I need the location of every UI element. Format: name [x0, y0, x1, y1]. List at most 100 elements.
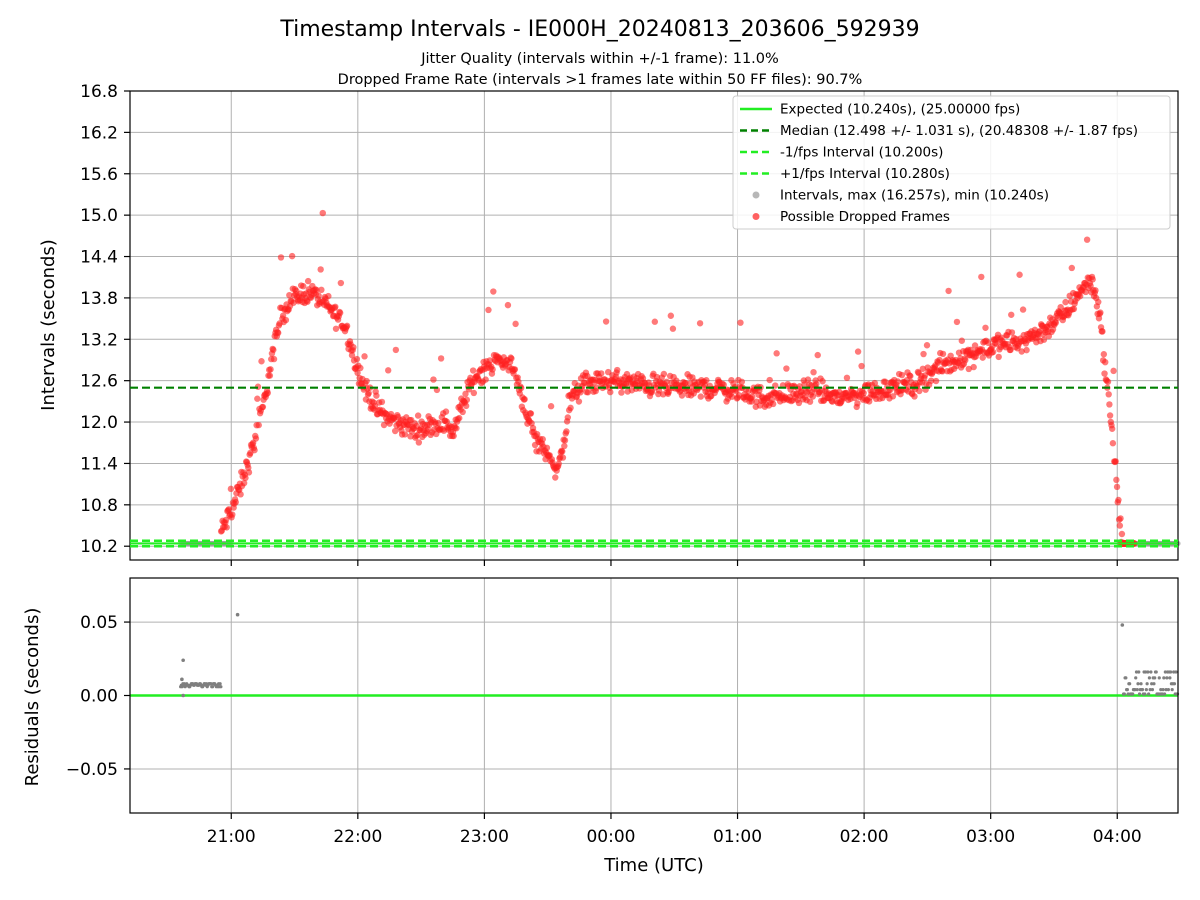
- dropped-frame-point: [1115, 496, 1122, 504]
- top-y-ticks: 10.2 10.8 11.4 12.0 12.6 13.2 13.8 14.4 15.0 15.6…: [80, 82, 130, 557]
- residual-point: [1170, 688, 1174, 692]
- dropped-frame-point: [1076, 292, 1084, 300]
- residual-point: [1154, 670, 1158, 674]
- dropped-frame-point: [1092, 287, 1099, 294]
- legend-label: Expected (10.240s), (25.00000 fps): [780, 102, 1020, 118]
- residual-point: [1131, 692, 1135, 696]
- dropped-frame-point: [266, 372, 274, 379]
- dropped-frame-point: [932, 377, 940, 385]
- dropped-frame-point: [229, 511, 236, 518]
- dropped-frame-point: [728, 393, 736, 400]
- dropped-frame-point: [773, 350, 780, 357]
- dropped-frame-point: [971, 342, 979, 349]
- x-tick-label: 01:00: [713, 827, 762, 847]
- dropped-frame-point: [282, 316, 290, 324]
- dropped-frame-point: [469, 367, 477, 374]
- dropped-frame-point: [979, 354, 986, 361]
- x-axis-label: Time (UTC): [603, 855, 704, 876]
- dropped-frame-point: [332, 303, 339, 310]
- dropped-frame-point: [813, 380, 820, 388]
- dropped-frame-point: [561, 437, 569, 444]
- residual-point: [1140, 688, 1145, 692]
- dropped-frame-point: [508, 355, 515, 362]
- dropped-frame-point: [939, 350, 947, 358]
- top-y-axis-label: Intervals (seconds): [38, 239, 59, 411]
- dropped-frame-point: [614, 366, 621, 374]
- dropped-frame-point: [982, 324, 989, 331]
- dropped-frame-point: [1099, 328, 1106, 335]
- bottom-points: [179, 612, 1180, 698]
- dropped-frame-point: [1062, 298, 1069, 306]
- dropped-frame-point: [1101, 370, 1108, 377]
- dropped-frame-point: [563, 428, 570, 435]
- dropped-frame-point: [1083, 236, 1091, 243]
- residual-point: [1137, 670, 1141, 674]
- chart-subtitle-jitter: Jitter Quality (intervals within +/-1 fr…: [420, 51, 779, 67]
- dropped-frame-point: [318, 286, 325, 294]
- dropped-frame-point: [920, 350, 927, 358]
- residual-point: [1161, 688, 1165, 692]
- dropped-frame-point: [363, 377, 370, 385]
- dropped-frame-point: [528, 420, 535, 427]
- dropped-frame-point: [1109, 440, 1117, 447]
- dropped-frame-point: [348, 352, 356, 359]
- dropped-frame-point: [907, 372, 914, 380]
- x-tick-label: 21:00: [207, 827, 256, 847]
- dropped-frame-point: [564, 414, 572, 421]
- dropped-frame-point: [795, 399, 803, 407]
- dropped-frame-point: [678, 392, 686, 399]
- dropped-frame-point: [1008, 311, 1015, 318]
- dropped-frame-point: [911, 393, 918, 400]
- dropped-frame-point: [365, 389, 372, 397]
- bottom-x-ticks: 21:00 22:00 23:00 00:00 01:00 02:00 03:00 04:00: [207, 813, 1142, 847]
- residual-point: [1166, 688, 1170, 692]
- dropped-frame-point: [255, 421, 262, 429]
- dropped-frame-point: [894, 378, 901, 385]
- residual-point: [1134, 670, 1139, 674]
- top-y-tick-label: 16.2: [80, 123, 118, 143]
- dropped-frame-point: [547, 403, 555, 410]
- dropped-frame-point: [939, 368, 946, 375]
- dropped-frame-point: [407, 433, 414, 440]
- chart-subtitle-dropped: Dropped Frame Rate (intervals >1 frames …: [338, 72, 863, 88]
- residual-point: [1134, 676, 1138, 680]
- dropped-frame-point: [916, 387, 923, 395]
- dropped-frame-point: [237, 491, 244, 498]
- dropped-frame-point: [315, 292, 322, 299]
- residual-outlier-point: [181, 693, 185, 698]
- dropped-frame-point: [1116, 522, 1124, 529]
- dropped-frame-point: [801, 381, 808, 388]
- dropped-frame-point: [354, 369, 361, 377]
- dropped-frame-point: [810, 368, 817, 376]
- dropped-frame-point: [1104, 378, 1112, 385]
- top-y-tick-label: 13.8: [80, 289, 118, 309]
- dropped-frame-point: [796, 383, 803, 390]
- dropped-frame-point: [871, 379, 879, 387]
- residual-point: [1137, 692, 1142, 696]
- dropped-frame-point: [543, 444, 551, 452]
- residual-outlier-point: [235, 612, 240, 617]
- residual-point: [1152, 682, 1156, 686]
- x-tick-label: 04:00: [1093, 827, 1142, 847]
- dropped-frame-point: [459, 408, 466, 416]
- dropped-frame-point: [222, 516, 230, 524]
- residual-point: [1139, 682, 1143, 686]
- dropped-frame-point: [1052, 319, 1059, 326]
- dropped-frame-point: [373, 392, 380, 399]
- dropped-frame-point: [809, 393, 817, 400]
- top-reference-lines: [130, 386, 1178, 548]
- dropped-frame-point: [575, 398, 583, 405]
- dropped-frame-point: [618, 389, 625, 396]
- x-tick-label: 03:00: [966, 827, 1015, 847]
- dropped-frame-point: [515, 378, 522, 385]
- dropped-frame-point: [414, 431, 421, 439]
- dropped-frame-point: [437, 355, 445, 362]
- dropped-frame-point: [854, 400, 861, 407]
- residual-point: [1174, 670, 1178, 674]
- dropped-frame-point: [602, 318, 610, 325]
- legend-label: Median (12.498 +/- 1.031 s), (20.48308 +…: [780, 123, 1138, 139]
- dropped-frame-point: [251, 446, 258, 454]
- residual-point: [1147, 676, 1151, 680]
- residual-point: [1163, 670, 1167, 674]
- dropped-frame-point: [332, 325, 340, 332]
